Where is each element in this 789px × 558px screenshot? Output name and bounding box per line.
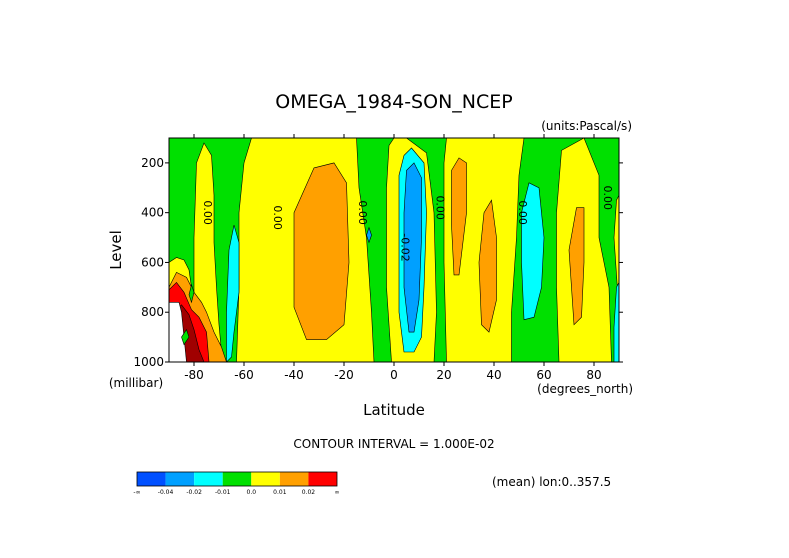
y-tick-label-4: 1000 (133, 355, 164, 369)
colorbar-swatch-0 (137, 472, 166, 486)
contour-region-cyan-14 (226, 225, 240, 362)
colorbar-label-4: 0.0 (247, 489, 257, 496)
colorbar-label-5: 0.01 (273, 489, 287, 496)
x-tick-label-6: 40 (486, 368, 501, 382)
y-tick-label-2: 600 (141, 255, 164, 269)
x-axis-ticks: -80 -60 -40 -20 0 20 40 60 80 (184, 134, 602, 382)
contour-region-blue-18 (403, 162, 422, 333)
contour-label-6: 0.00 (601, 185, 614, 210)
colorbar-swatch-5 (279, 472, 309, 486)
colorbar-frame (136, 471, 338, 487)
y-axis-ticks: 200 400 600 800 1000 (133, 156, 623, 369)
y-tick-label-1: 400 (141, 206, 164, 220)
contour-region-green-20 (188, 283, 195, 304)
contour-region-cyan-17 (613, 282, 619, 362)
x-units-label: (degrees_north) (537, 382, 633, 396)
units-label: (units:Pascal/s) (541, 119, 632, 133)
contour-label-1: 0.00 (271, 205, 284, 230)
contour-label-2: 0.00 (356, 200, 369, 225)
colorbar-swatch-1 (165, 472, 195, 486)
colorbar-label-2: -0.02 (186, 489, 202, 496)
plot-area: 0.00 0.00 0.00-0.020.00 0.000.00 -80 -60 -40-… (133, 134, 623, 382)
colorbar-swatch-3 (222, 472, 252, 486)
y-tick-label-3: 800 (141, 305, 164, 319)
contour-region-green-21 (181, 328, 190, 346)
colorbar-label-1: -0.04 (158, 489, 174, 496)
x-tick-label-5: 20 (436, 368, 451, 382)
colorbar-label-0: -∞ (133, 489, 140, 496)
x-tick-label-8: 80 (586, 368, 601, 382)
contour-region-yellow-5 (613, 195, 619, 313)
contour-labels: 0.00 0.00 0.00 -0.02 0.00 0.00 0.00 (201, 185, 614, 261)
colorbar-swatch-6 (308, 472, 337, 486)
x-tick-label-3: -20 (334, 368, 354, 382)
x-axis-label: Latitude (363, 401, 425, 419)
contour-region-orange-8 (478, 199, 497, 333)
contour-region-orange-9 (568, 207, 585, 326)
x-tick-label-0: -80 (184, 368, 204, 382)
colorbar-label-6: 0.02 (302, 489, 316, 496)
contour-region-orange-7 (451, 157, 467, 276)
x-tick-label-7: 60 (536, 368, 551, 382)
contour-region-white-13 (169, 301, 187, 362)
colorbar-swatch-2 (194, 472, 223, 486)
contour-region-cyan-16 (521, 182, 545, 321)
y-tick-label-0: 200 (141, 156, 164, 170)
colorbar: -∞ -0.04 -0.02 -0.01 0.0 0.01 0.02 ∞ (133, 471, 340, 496)
contour-label-5: 0.00 (516, 200, 529, 225)
mean-note: (mean) lon:0..357.5 (492, 475, 611, 489)
y-units-label: (millibar) (109, 376, 163, 390)
contour-interval-text: CONTOUR INTERVAL = 1.000E-02 (293, 437, 494, 451)
contour-region-blue-19 (366, 226, 372, 244)
colorbar-label-3: -0.01 (215, 489, 231, 496)
x-tick-label-2: -40 (284, 368, 304, 382)
colorbar-label-7: ∞ (335, 489, 340, 496)
x-tick-label-1: -60 (234, 368, 254, 382)
y-axis-label: Level (107, 230, 125, 270)
chart-title: OMEGA_1984-SON_NCEP (275, 91, 512, 113)
colorbar-swatch-4 (251, 472, 280, 486)
contour-label-0: 0.00 (201, 200, 214, 225)
contour-label-3: -0.02 (399, 233, 412, 261)
contour-region-orange-6 (293, 162, 350, 340)
contour-label-4: 0.00 (434, 195, 447, 220)
contour-regions (169, 138, 619, 362)
x-tick-label-4: 0 (390, 368, 398, 382)
